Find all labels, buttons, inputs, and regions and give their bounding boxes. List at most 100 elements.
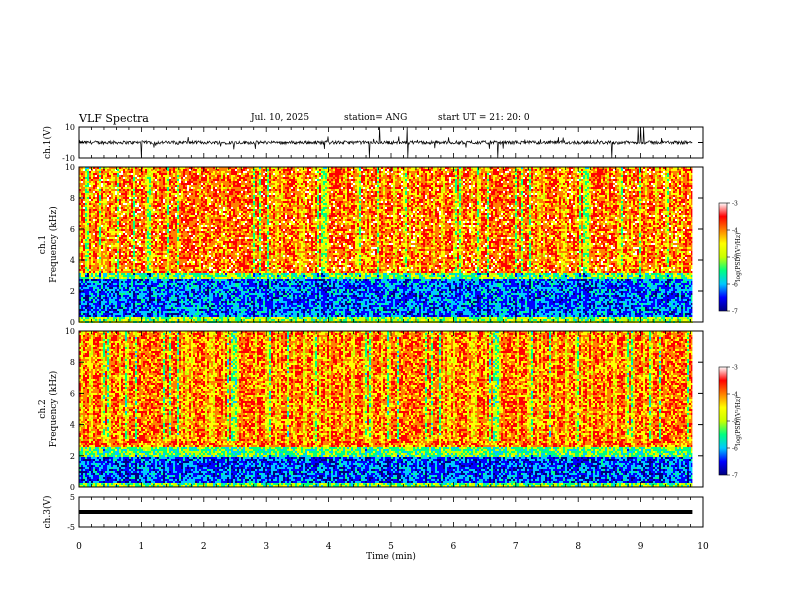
spectrogram-cell — [115, 207, 117, 209]
spectrogram-cell — [183, 193, 185, 195]
spectrogram-cell — [197, 287, 199, 289]
spectrogram-cell — [147, 285, 149, 287]
spectrogram-cell — [147, 251, 149, 253]
spectrogram-cell — [87, 265, 89, 267]
spectrogram-cell — [153, 215, 155, 217]
spectrogram-cell — [151, 259, 153, 261]
spectrogram-cell — [93, 185, 95, 187]
spectrogram-cell — [157, 177, 159, 179]
spectrogram-cell — [181, 237, 183, 239]
spectrogram-cell — [199, 305, 201, 307]
spectrogram-cell — [205, 223, 207, 225]
spectrogram-cell — [113, 203, 115, 205]
spectrogram-cell — [187, 319, 189, 321]
spectrogram-cell — [79, 291, 81, 293]
spectrogram-cell — [173, 319, 175, 321]
spectrogram-cell — [81, 247, 83, 249]
spectrogram-cell — [131, 177, 133, 179]
spectrogram-cell — [163, 313, 165, 315]
spectrogram-cell — [185, 279, 187, 281]
spectrogram-cell — [169, 253, 171, 255]
spectrogram-cell — [205, 247, 207, 249]
spectrogram-cell — [201, 237, 203, 239]
spectrogram-cell — [145, 245, 147, 247]
spectrogram-cell — [135, 173, 137, 175]
spectrogram-cell — [121, 173, 123, 175]
spectrogram-cell — [183, 275, 185, 277]
spectrogram-cell — [107, 249, 109, 251]
spectrogram-cell — [163, 283, 165, 285]
spectrogram-cell — [89, 311, 91, 313]
spectrogram-cell — [135, 269, 137, 271]
spectrogram-cell — [193, 265, 195, 267]
spectrogram-cell — [111, 239, 113, 241]
spectrogram-cell — [105, 237, 107, 239]
spectrogram-cell — [181, 297, 183, 299]
spectrogram-cell — [181, 227, 183, 229]
spectrogram-cell — [103, 271, 105, 273]
spectrogram-cell — [153, 213, 155, 215]
spectrogram-cell — [131, 275, 133, 277]
spectrogram-cell — [121, 255, 123, 257]
spectrogram-cell — [177, 279, 179, 281]
spectrogram-cell — [161, 251, 163, 253]
spectrogram-cell — [203, 243, 205, 245]
spectrogram-cell — [89, 241, 91, 243]
spectrogram-cell — [79, 225, 81, 227]
spectrogram-cell — [115, 197, 117, 199]
spectrogram-cell — [169, 197, 171, 199]
spectrogram-cell — [161, 301, 163, 303]
spectrogram-cell — [137, 203, 139, 205]
spectrogram-cell — [169, 239, 171, 241]
spectrogram-cell — [101, 251, 103, 253]
spectrogram-cell — [177, 247, 179, 249]
spectrogram-cell — [133, 195, 135, 197]
spectrogram-cell — [127, 311, 129, 313]
spectrogram-cell — [187, 293, 189, 295]
spectrogram-cell — [151, 169, 153, 171]
spectrogram-cell — [201, 293, 203, 295]
spectrogram-cell — [119, 245, 121, 247]
spectrogram-cell — [97, 255, 99, 257]
spectrogram-cell — [93, 237, 95, 239]
spectrogram-cell — [189, 215, 191, 217]
spectrogram-cell — [203, 227, 205, 229]
spectrogram-cell — [191, 305, 193, 307]
spectrogram-cell — [115, 195, 117, 197]
spectrogram-cell — [117, 193, 119, 195]
spectrogram-cell — [201, 305, 203, 307]
spectrogram-cell — [173, 173, 175, 175]
spectrogram-cell — [147, 233, 149, 235]
spectrogram-cell — [129, 265, 131, 267]
spectrogram-cell — [177, 237, 179, 239]
spectrogram-cell — [187, 223, 189, 225]
spectrogram-cell — [97, 251, 99, 253]
spectrogram-cell — [111, 285, 113, 287]
spectrogram-cell — [117, 299, 119, 301]
spectrogram-cell — [83, 227, 85, 229]
spectrogram-cell — [97, 309, 99, 311]
spectrogram-cell — [125, 253, 127, 255]
spectrogram-cell — [87, 231, 89, 233]
spectrogram-cell — [169, 247, 171, 249]
spectrogram-cell — [119, 273, 121, 275]
spectrogram-cell — [81, 219, 83, 221]
spectrogram-cell — [79, 187, 81, 189]
spectrogram-cell — [195, 257, 197, 259]
spectrogram-cell — [83, 231, 85, 233]
spectrogram-cell — [149, 297, 151, 299]
spectrogram-cell — [127, 287, 129, 289]
spectrogram-cell — [179, 269, 181, 271]
spectrogram-cell — [89, 229, 91, 231]
spectrogram-cell — [157, 183, 159, 185]
spectrogram-cell — [161, 197, 163, 199]
spectrogram-cell — [125, 215, 127, 217]
spectrogram-cell — [135, 243, 137, 245]
spectrogram-cell — [111, 251, 113, 253]
spectrogram-cell — [85, 249, 87, 251]
spectrogram-cell — [87, 205, 89, 207]
spectrogram-cell — [205, 211, 207, 213]
spectrogram-cell — [163, 297, 165, 299]
spectrogram-cell — [175, 291, 177, 293]
spectrogram-cell — [109, 191, 111, 193]
